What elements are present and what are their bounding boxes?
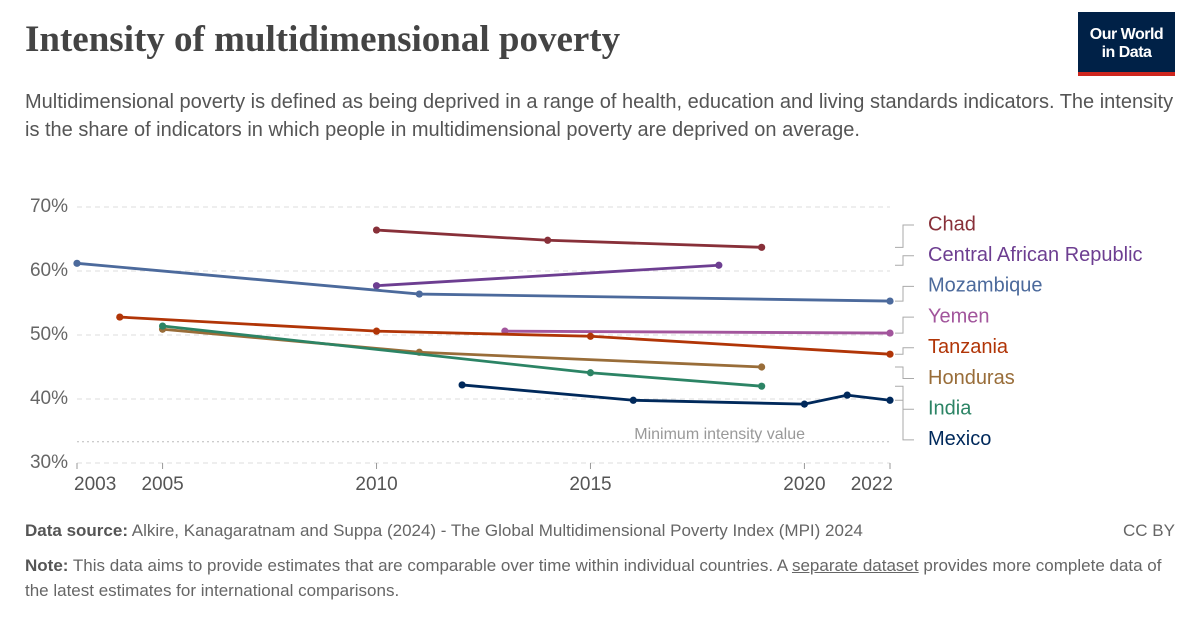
- license: CC BY: [1123, 521, 1175, 540]
- point: [116, 313, 124, 321]
- point: [586, 369, 595, 377]
- label-connector: [895, 399, 914, 441]
- point: [629, 396, 637, 404]
- point: [886, 350, 894, 358]
- footer: Data source: Alkire, Kanagaratnam and Su…: [25, 518, 1175, 603]
- series-label: Chad: [928, 213, 976, 235]
- series-line: [119, 315, 891, 356]
- x-tick-label: 2005: [141, 474, 183, 495]
- point: [758, 382, 766, 390]
- logo[interactable]: Our World in Data: [1078, 12, 1175, 76]
- logo-text: Our World: [1089, 26, 1164, 43]
- note-label: Note:: [25, 556, 69, 575]
- x-tick-label: 2015: [569, 474, 611, 495]
- series-label: Honduras: [928, 367, 1015, 389]
- series-line: [504, 329, 891, 335]
- point: [886, 297, 894, 305]
- point: [158, 322, 167, 330]
- series-label: Mexico: [928, 428, 991, 450]
- x-tick-label: 2003: [74, 474, 116, 495]
- note-link[interactable]: separate dataset: [791, 556, 919, 575]
- label-connector: [895, 385, 914, 410]
- series-line: [376, 263, 719, 288]
- label-connector: [895, 285, 914, 302]
- point: [586, 332, 595, 340]
- note-text: This data aims to provide estimates that…: [72, 556, 788, 575]
- y-tick-label: 40%: [30, 388, 68, 409]
- y-tick-label: 60%: [30, 260, 68, 281]
- chart-subtitle: Multidimensional poverty is defined as b…: [25, 91, 1174, 141]
- point: [758, 243, 766, 251]
- x-tick-label: 2020: [783, 474, 825, 495]
- label-connector: [895, 316, 914, 334]
- point: [73, 259, 81, 267]
- point: [843, 391, 851, 399]
- point: [372, 282, 381, 290]
- label-connector: [895, 366, 914, 379]
- point: [758, 363, 766, 371]
- point: [372, 327, 381, 335]
- point: [715, 261, 723, 269]
- point: [544, 236, 552, 244]
- series-line: [461, 383, 891, 406]
- label-connector: [895, 224, 914, 248]
- point: [800, 400, 809, 408]
- source-label: Data source:: [25, 521, 128, 540]
- note-text: provides more complete data of the lates…: [25, 556, 1162, 600]
- x-tick-label: 2010: [355, 474, 397, 495]
- point: [886, 329, 894, 337]
- x-tick-label: 2022: [851, 474, 893, 495]
- series-line: [376, 228, 762, 249]
- point: [458, 381, 466, 389]
- y-tick-label: 70%: [30, 196, 68, 217]
- point: [372, 226, 381, 234]
- series-label: India: [928, 397, 972, 419]
- y-tick-label: 30%: [30, 452, 68, 473]
- series-label: Mozambique: [928, 275, 1043, 297]
- point: [886, 396, 894, 404]
- series-label: Tanzania: [928, 336, 1009, 358]
- series-label: Central African Republic: [928, 244, 1143, 266]
- y-tick-label: 50%: [30, 324, 68, 345]
- label-connector: [895, 347, 914, 355]
- series-label: Yemen: [928, 305, 990, 327]
- chart-title: Intensity of multidimensional poverty: [25, 19, 621, 60]
- source: Alkire, Kanagaratnam and Suppa (2024) - …: [131, 521, 863, 540]
- point: [415, 290, 423, 298]
- logo-text: in Data: [1101, 44, 1152, 61]
- series-line: [76, 261, 891, 303]
- reference-label: Minimum intensity value: [634, 426, 805, 443]
- label-connector: [895, 255, 914, 266]
